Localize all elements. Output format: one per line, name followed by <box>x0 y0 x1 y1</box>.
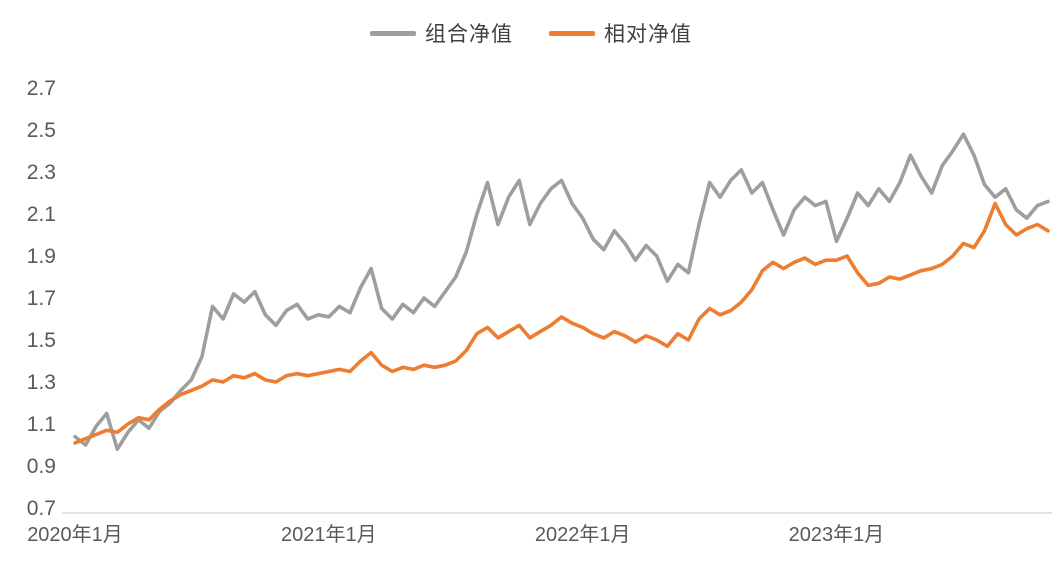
x-axis-tick-label: 2022年1月 <box>535 523 631 546</box>
legend-label-portfolio: 组合净值 <box>425 23 513 46</box>
x-axis-tick-label: 2023年1月 <box>789 523 885 546</box>
legend-item-relative-net-value: 相对净值 <box>549 18 692 48</box>
legend-line-swatch-orange <box>549 30 595 36</box>
y-axis-tick-label: 1.1 <box>27 413 56 436</box>
series-line-1 <box>73 201 1050 445</box>
y-axis-tick-label: 1.5 <box>27 329 56 352</box>
y-axis-tick-label: 0.7 <box>27 497 56 520</box>
legend-line-swatch-gray <box>370 30 416 36</box>
x-axis-tick-label: 2021年1月 <box>281 523 377 546</box>
y-axis-tick-label: 2.7 <box>27 77 56 100</box>
chart-legend: 组合净值 相对净值 <box>0 18 1062 48</box>
x-axis-tick-label: 2020年1月 <box>27 523 123 546</box>
legend-item-portfolio-net-value: 组合净值 <box>370 18 513 48</box>
y-axis-tick-label: 1.7 <box>27 287 56 310</box>
legend-label-relative: 相对净值 <box>604 23 692 46</box>
y-axis-tick-label: 2.3 <box>27 161 56 184</box>
y-axis-tick-label: 2.1 <box>27 203 56 226</box>
y-axis-tick-label: 2.5 <box>27 119 56 142</box>
series-line-0 <box>73 132 1050 452</box>
y-axis-tick-label: 1.3 <box>27 371 56 394</box>
y-axis-tick-label: 1.9 <box>27 245 56 268</box>
y-axis-tick-label: 0.9 <box>27 455 56 478</box>
